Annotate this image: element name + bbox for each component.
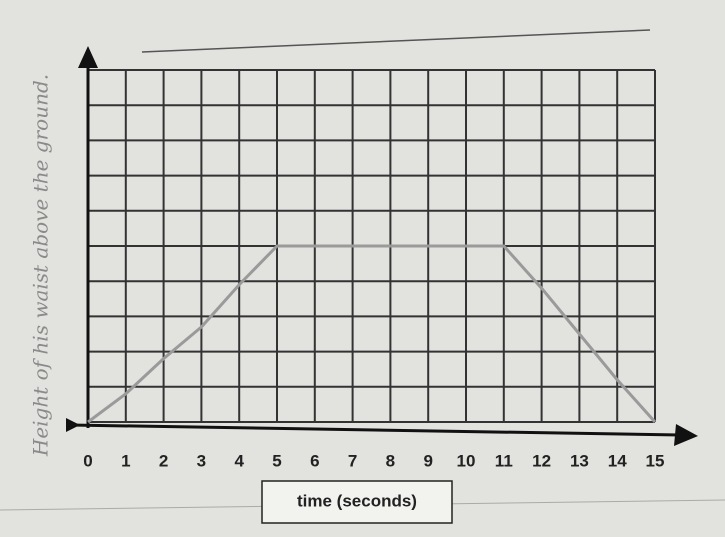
plot: 0 1 2 3 4 5 6 7 8 9 10 11 12 13 14 15 (83, 244, 665, 470)
x-tick-label: 10 (457, 451, 476, 470)
x-arrow-left (66, 418, 80, 432)
x-tick-label: 8 (386, 451, 395, 470)
data-line (87, 244, 657, 424)
x-arrow (674, 424, 698, 446)
x-tick-label: 11 (495, 451, 513, 470)
x-axis (69, 423, 681, 437)
x-tick-label: 9 (423, 451, 432, 470)
y-axis-label: Height of his waist above the ground. (29, 74, 53, 457)
x-tick-label: 4 (234, 451, 244, 470)
x-tick-label: 2 (159, 451, 168, 470)
x-tick-label: 0 (83, 451, 92, 470)
x-tick-label: 13 (570, 451, 589, 470)
x-tick-label: 5 (272, 451, 281, 470)
x-tick-label: 1 (121, 451, 130, 470)
write-line (141, 29, 651, 53)
x-axis-label: time (seconds) (297, 491, 417, 510)
x-tick-label: 7 (348, 451, 357, 470)
y-arrow (78, 46, 98, 68)
x-tick-label: 12 (532, 451, 551, 470)
x-tick-label: 15 (646, 451, 665, 470)
xlabel-box (261, 480, 453, 524)
x-tick-label: 14 (608, 451, 627, 470)
x-tick-label: 3 (197, 451, 206, 470)
x-tick-label: 6 (310, 451, 319, 470)
